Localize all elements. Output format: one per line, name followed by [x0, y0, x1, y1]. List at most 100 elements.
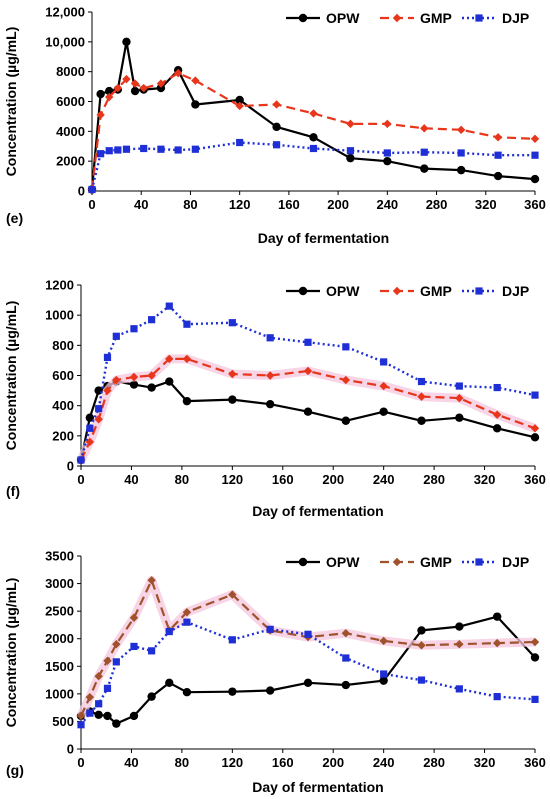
- data-point-djp: [112, 658, 120, 666]
- data-point-djp: [266, 334, 274, 342]
- data-point-opw: [346, 153, 355, 163]
- data-point-gmp: [96, 110, 105, 120]
- data-point-djp: [95, 405, 103, 413]
- data-point-djp: [77, 456, 85, 464]
- x-tick-label: 160: [272, 755, 294, 770]
- legend-label-djp: DJP: [502, 554, 529, 570]
- series-line-gmp: [80, 357, 536, 461]
- x-tick-label: 240: [373, 755, 395, 770]
- data-point-gmp: [165, 354, 174, 364]
- legend-label-opw: OPW: [326, 554, 360, 570]
- x-tick-label: 320: [474, 755, 496, 770]
- data-point-opw: [265, 399, 275, 409]
- data-point-gmp: [139, 83, 148, 93]
- data-point-djp: [455, 685, 463, 693]
- legend-label-djp: DJP: [502, 283, 529, 299]
- y-tick-label: 1000: [45, 686, 74, 701]
- x-tick-label: 0: [77, 755, 84, 770]
- y-tick-label: 3000: [45, 576, 74, 591]
- y-tick-label: 6000: [56, 94, 85, 109]
- data-point-djp: [86, 424, 94, 432]
- x-tick-label: 160: [278, 197, 300, 212]
- data-point-gmp: [530, 424, 540, 433]
- legend-label-gmp: GMP: [420, 283, 452, 299]
- legend: OPW GMP DJP: [286, 554, 529, 570]
- legend-marker-gmp: [392, 557, 402, 567]
- data-point-opw: [235, 95, 244, 105]
- data-point-opw: [530, 653, 540, 662]
- x-tick-label: 320: [474, 472, 496, 487]
- data-point-opw: [455, 413, 464, 422]
- x-tick-label: 40: [124, 755, 138, 770]
- data-point-gmp: [191, 76, 200, 85]
- data-point-djp: [148, 316, 156, 324]
- panel-label: (g): [6, 762, 24, 778]
- x-tick-label: 120: [221, 472, 243, 487]
- data-point-gmp: [456, 125, 466, 135]
- y-axis-title: Concentration (µg/mL): [3, 27, 19, 177]
- data-point-djp: [380, 670, 388, 678]
- x-tick-label: 280: [423, 755, 445, 770]
- data-point-opw: [420, 164, 429, 173]
- data-point-opw: [530, 174, 540, 184]
- data-point-gmp: [265, 371, 275, 380]
- x-tick-label: 240: [373, 472, 395, 487]
- data-point-gmp: [173, 68, 183, 78]
- data-point-gmp: [235, 101, 244, 111]
- y-tick-label: 1500: [45, 659, 74, 674]
- data-point-djp: [493, 693, 501, 701]
- x-tick-label: 80: [183, 197, 197, 212]
- legend-label-djp: DJP: [502, 10, 529, 26]
- data-point-djp: [346, 147, 355, 155]
- x-tick-label: 320: [475, 197, 497, 212]
- y-tick-label: 3500: [45, 549, 74, 564]
- data-point-opw: [383, 156, 392, 166]
- y-tick-label: 8000: [56, 64, 85, 79]
- legend: OPW GMP DJP: [286, 283, 529, 299]
- data-point-gmp: [76, 711, 86, 721]
- data-point-opw: [341, 416, 351, 425]
- legend-label-opw: OPW: [326, 283, 360, 299]
- data-point-opw: [228, 395, 237, 404]
- data-point-gmp: [85, 692, 95, 702]
- data-point-gmp: [379, 636, 388, 646]
- data-point-djp: [103, 684, 112, 692]
- data-point-gmp: [492, 410, 502, 419]
- data-point-opw: [417, 626, 426, 635]
- x-axis-title: Day of fermentation: [258, 230, 389, 246]
- data-point-opw: [130, 86, 140, 96]
- legend-marker-opw: [298, 13, 308, 23]
- y-tick-label: 0: [67, 459, 74, 474]
- chart-panel-1: 0 2000 4000 6000 8000 10,000 12,000 0 40 80 120 160…: [3, 5, 546, 247]
- data-point-djp: [183, 320, 191, 328]
- data-point-djp: [105, 147, 113, 155]
- data-point-djp: [95, 700, 103, 708]
- data-point-opw: [379, 407, 388, 416]
- data-point-gmp: [228, 590, 237, 599]
- data-point-gmp: [94, 672, 103, 681]
- data-point-djp: [103, 353, 112, 361]
- data-point-gmp: [147, 576, 156, 585]
- data-point-djp: [77, 721, 85, 729]
- data-point-djp: [130, 642, 138, 651]
- y-tick-label: 2000: [45, 631, 74, 646]
- data-point-gmp: [346, 119, 355, 129]
- data-point-gmp: [112, 375, 121, 385]
- data-point-djp: [122, 145, 131, 153]
- data-point-opw: [341, 680, 351, 690]
- x-tick-label: 360: [524, 755, 546, 770]
- data-point-djp: [531, 391, 539, 399]
- y-tick-label: 2000: [56, 154, 85, 169]
- y-tick-label: 500: [52, 714, 74, 729]
- data-point-djp: [417, 676, 426, 684]
- data-point-gmp: [530, 637, 540, 647]
- data-point-opw: [182, 688, 192, 697]
- x-tick-label: 0: [88, 197, 95, 212]
- legend-marker-djp: [475, 287, 483, 295]
- x-tick-label: 40: [134, 197, 148, 212]
- data-point-opw: [112, 719, 121, 728]
- data-point-opw: [156, 83, 166, 93]
- data-point-djp: [342, 343, 350, 351]
- data-point-djp: [130, 325, 138, 333]
